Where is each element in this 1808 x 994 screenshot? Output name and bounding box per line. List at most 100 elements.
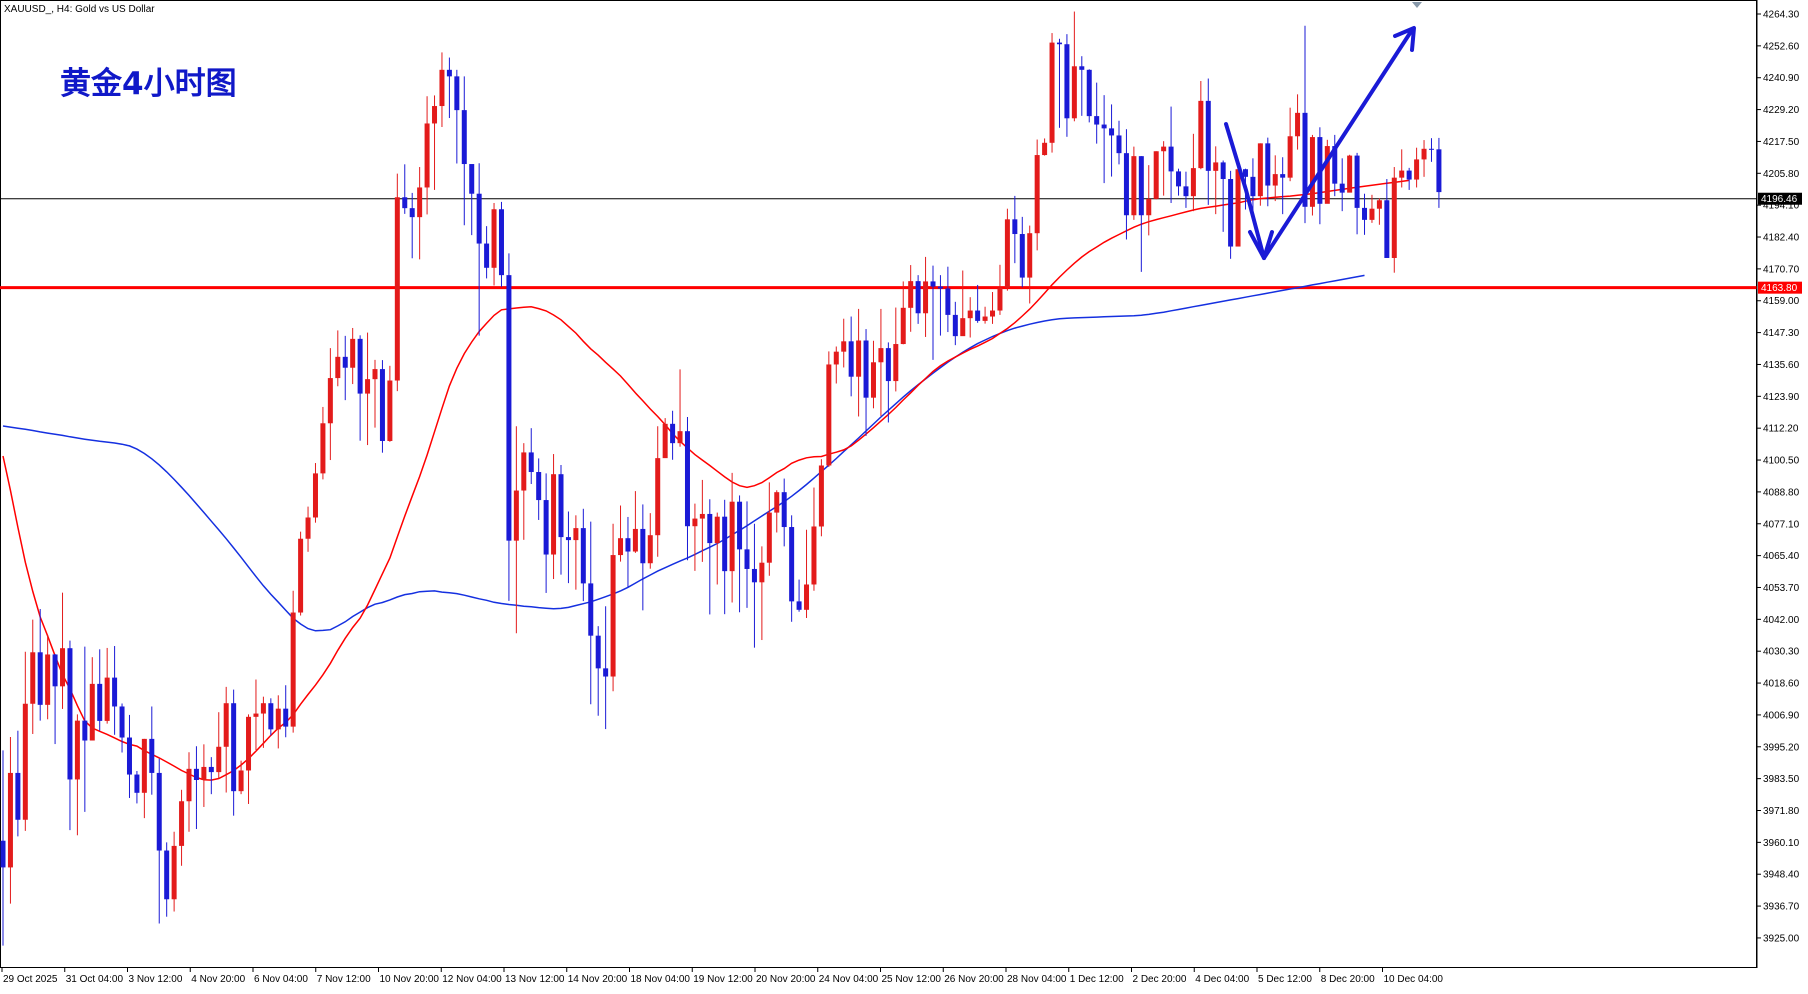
candle-body xyxy=(1101,124,1107,129)
candle xyxy=(402,164,408,214)
price-tick-label: 4018.60 xyxy=(1763,679,1800,690)
candle xyxy=(454,69,460,164)
candle-body xyxy=(208,766,214,773)
candle xyxy=(164,842,170,917)
candle xyxy=(1027,225,1033,304)
candle-body xyxy=(915,281,921,314)
current-price-tag-bg xyxy=(1758,192,1802,205)
candle xyxy=(640,504,646,611)
price-tick-label: 4053.70 xyxy=(1763,583,1800,594)
candle xyxy=(618,505,624,562)
candle-body xyxy=(156,772,162,851)
candle xyxy=(818,459,824,537)
candle xyxy=(1198,80,1204,170)
candle-body xyxy=(1004,219,1010,288)
candle xyxy=(365,332,371,446)
candle-body xyxy=(811,526,817,585)
candle-body xyxy=(275,708,281,730)
candle xyxy=(826,351,832,467)
candle xyxy=(1295,94,1301,150)
candle xyxy=(1049,33,1055,153)
candle xyxy=(1086,69,1092,123)
candle xyxy=(30,619,36,734)
candle-body xyxy=(201,766,207,781)
candle-body xyxy=(1295,112,1301,137)
candle-body xyxy=(536,472,542,501)
price-tick-label: 4135.60 xyxy=(1763,360,1800,371)
candle xyxy=(216,712,222,779)
candle xyxy=(900,281,906,345)
candle-body xyxy=(171,845,177,900)
candle xyxy=(513,426,519,634)
candle-body xyxy=(722,516,728,572)
price-axis: 4264.30 4252.60 4240.90 4229.20 4217.50 4205.… xyxy=(1756,0,1800,968)
candle xyxy=(0,750,6,946)
candle xyxy=(536,458,542,520)
candle-body xyxy=(298,538,304,613)
candle xyxy=(1034,139,1040,251)
candle xyxy=(707,499,713,615)
candle-body xyxy=(253,713,259,717)
forecast-arrow xyxy=(1224,26,1416,260)
candle xyxy=(1190,133,1196,212)
candle-body xyxy=(640,528,646,564)
candle-body xyxy=(498,209,504,276)
candle-body xyxy=(870,362,876,398)
candle-body xyxy=(387,380,393,441)
candle xyxy=(863,329,869,436)
candle-body xyxy=(424,123,430,188)
price-tick-label: 4252.60 xyxy=(1763,41,1800,52)
candle xyxy=(1414,147,1420,188)
candle xyxy=(1138,156,1144,272)
candle xyxy=(469,164,475,236)
candle-body xyxy=(1324,146,1330,204)
time-tick-label: 19 Nov 12:00 xyxy=(693,974,753,985)
candle xyxy=(432,95,438,190)
candle xyxy=(223,686,229,793)
candle-body xyxy=(1220,162,1226,180)
candle-body xyxy=(417,187,423,218)
candle-body xyxy=(223,703,229,747)
price-tick-label: 3960.10 xyxy=(1763,838,1800,849)
candle-body xyxy=(193,768,199,781)
price-tick-label: 4030.30 xyxy=(1763,647,1800,658)
candle xyxy=(1287,107,1293,182)
candle xyxy=(841,318,847,368)
candle-body xyxy=(1436,149,1442,193)
candle xyxy=(1406,167,1412,190)
price-tick-label: 4240.90 xyxy=(1763,73,1800,84)
ma-fast-line xyxy=(2,179,1410,781)
arrow-up-stroke xyxy=(1262,28,1414,260)
time-tick-label: 29 Oct 2025 xyxy=(3,974,58,985)
candle-body xyxy=(699,513,705,519)
candle-body xyxy=(126,737,132,775)
candle xyxy=(260,696,266,748)
time-tick-label: 28 Nov 04:00 xyxy=(1007,974,1067,985)
candle-body xyxy=(1228,179,1234,247)
candle xyxy=(484,226,490,279)
candle xyxy=(179,789,185,866)
candle-body xyxy=(342,356,348,368)
candle xyxy=(141,738,147,819)
candle xyxy=(409,192,415,259)
candle xyxy=(506,253,512,601)
candle xyxy=(1123,129,1129,240)
time-tick-label: 18 Nov 04:00 xyxy=(631,974,691,985)
candle xyxy=(543,473,549,593)
candle xyxy=(208,757,214,795)
candle-body xyxy=(573,528,579,541)
candle xyxy=(759,546,765,641)
candle-body xyxy=(1153,151,1159,199)
candle xyxy=(134,771,140,804)
candle xyxy=(350,327,356,385)
candle-body xyxy=(89,683,95,741)
candle xyxy=(439,52,445,128)
candle-body xyxy=(37,652,43,705)
candle xyxy=(952,301,958,346)
candle-body xyxy=(432,106,438,124)
candle-body xyxy=(1414,159,1420,180)
candle-body xyxy=(1309,137,1315,207)
candle-body xyxy=(647,535,653,564)
candle-body xyxy=(625,538,631,552)
candle-body xyxy=(632,528,638,552)
